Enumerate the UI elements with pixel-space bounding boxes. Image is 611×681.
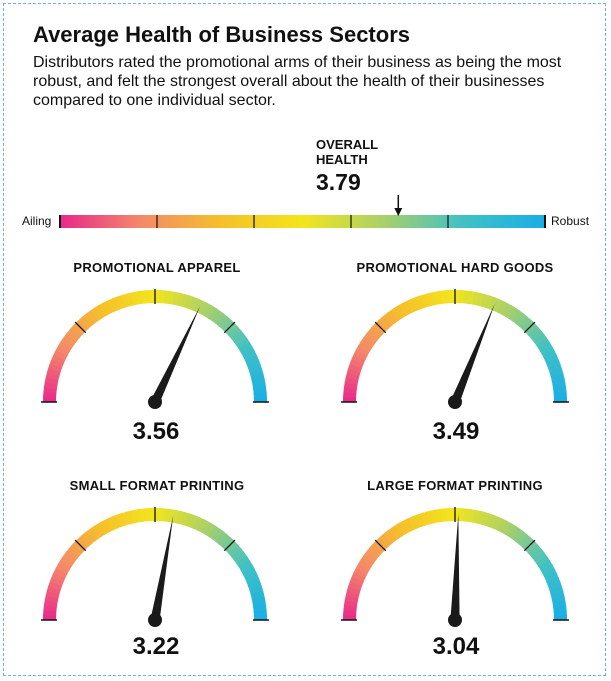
gauge-promotional-apparel: [41, 289, 269, 409]
gauge-tick: [374, 539, 387, 552]
gauge-arc: [343, 290, 568, 403]
gauge-hub: [148, 613, 162, 627]
scale-ticks: [59, 215, 546, 228]
gauge-large-format-printing: [341, 507, 569, 627]
gauge-hub: [448, 613, 462, 627]
gauge-tick: [223, 321, 236, 334]
gauge-tick: [223, 539, 236, 552]
overall-health-label: OVERALL HEALTH: [316, 137, 379, 167]
gauge-tick: [523, 321, 536, 334]
overall-health-value: 3.79: [316, 169, 361, 195]
gauge-needle: [450, 303, 495, 404]
gauge-needle: [150, 306, 201, 404]
gauge-promotional-hard-goods: [341, 289, 569, 409]
gauge-title-promotional-hard-goods: PROMOTIONAL HARD GOODS: [356, 260, 554, 275]
gauge-value-small-format-printing: 3.22: [132, 633, 180, 660]
chart-title: Average Health of Business Sectors: [33, 22, 410, 47]
gauge-hub: [448, 395, 462, 409]
scale-gradient-bar: [60, 215, 545, 228]
gauge-tick: [74, 539, 87, 552]
scale-min-label: Ailing: [22, 214, 52, 228]
gauge-hub: [148, 395, 162, 409]
overall-health-scale: [59, 195, 546, 228]
gauge-value-promotional-apparel: 3.56: [132, 418, 180, 445]
gauge-tick: [74, 321, 87, 334]
gauge-needle: [450, 514, 460, 621]
gauge-tick: [374, 321, 387, 334]
overall-health-arrow: [394, 195, 403, 216]
gauge-small-format-printing: [41, 507, 269, 627]
gauge-arc: [43, 290, 268, 403]
chart-subtitle: Distributors rated the promotional arms …: [33, 54, 562, 109]
scale-max-label: Robust: [551, 214, 590, 228]
gauge-title-small-format-printing: SMALL FORMAT PRINTING: [69, 478, 245, 493]
gauge-title-large-format-printing: LARGE FORMAT PRINTING: [367, 478, 543, 493]
gauge-title-promotional-apparel: PROMOTIONAL APPAREL: [73, 260, 241, 275]
gauge-tick: [523, 539, 536, 552]
gauge-value-promotional-hard-goods: 3.49: [432, 418, 480, 445]
gauge-value-large-format-printing: 3.04: [432, 633, 480, 660]
chart-frame: [3, 3, 606, 676]
gauge-needle: [150, 515, 174, 621]
gauge-arc: [43, 508, 268, 621]
